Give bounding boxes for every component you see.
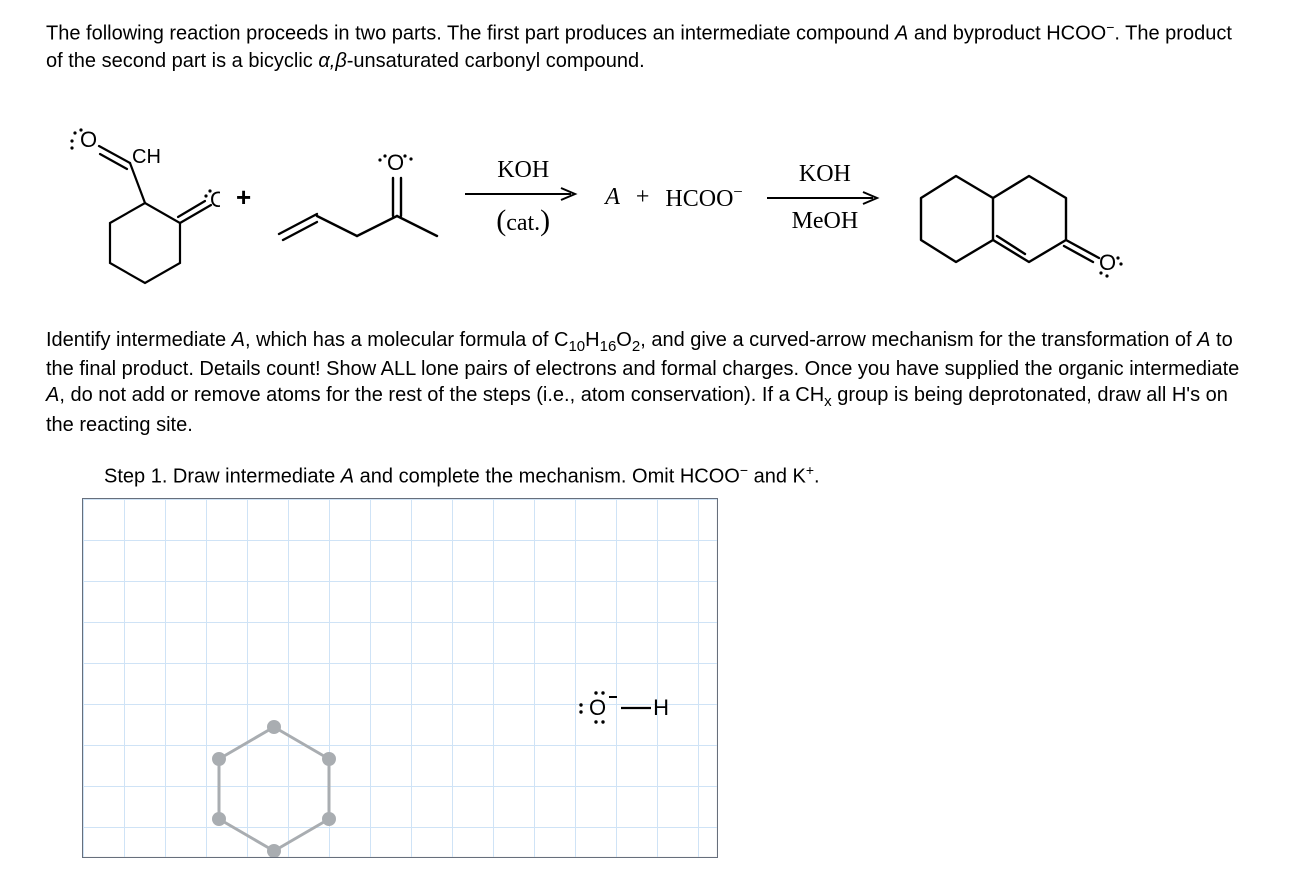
plus-sign: + [230, 182, 257, 213]
svg-text:O: O [80, 127, 97, 152]
intermediate-a: A [895, 23, 908, 45]
formate: HCOO− [665, 182, 742, 213]
plus-sign: + [636, 184, 650, 211]
intermediate-products: A + HCOO− [599, 182, 749, 213]
intro-text: The following reaction proceeds in two p… [46, 23, 895, 45]
reactant-2-structure: O [267, 138, 447, 258]
intermediate-A: A [605, 184, 620, 211]
bond-line-icon [621, 691, 651, 725]
arrow-icon [463, 185, 583, 203]
arrow1-bottom-label: (cat.) [496, 203, 550, 239]
drawing-canvas[interactable]: O H [82, 498, 718, 858]
intro-text: -unsaturated carbonyl compound. [347, 50, 645, 72]
reaction-arrow-2: KOH MeOH [759, 160, 891, 236]
reactant-1-structure: O CH O [50, 103, 220, 293]
svg-text:O: O [1099, 250, 1116, 275]
oxygen-label: O [589, 695, 606, 720]
hydrogen-label: H [653, 695, 669, 721]
arrow2-bottom-label: MeOH [792, 207, 859, 236]
svg-text:CH: CH [132, 146, 161, 168]
reaction-arrow-1: KOH (cat.) [457, 156, 589, 239]
greek: α,β [318, 50, 346, 72]
instruction-paragraph: Identify intermediate A, which has a mol… [46, 327, 1250, 438]
hexagon-template[interactable] [199, 717, 349, 858]
arrow1-top-label: KOH [497, 156, 549, 185]
arrow-icon [765, 189, 885, 207]
reaction-scheme: O CH O + [46, 103, 1250, 293]
svg-text:O: O [387, 150, 404, 175]
hydroxide-ion[interactable]: O H [577, 691, 669, 725]
arrow2-top-label: KOH [799, 160, 851, 189]
oxygen-lone-pairs-icon: O [577, 691, 619, 725]
step-1-label: Step 1. Draw intermediate A and complete… [46, 462, 1250, 489]
intro-text: and byproduct HCOO [908, 23, 1106, 45]
product-structure: O [901, 118, 1151, 278]
intro-paragraph: The following reaction proceeds in two p… [46, 18, 1250, 75]
